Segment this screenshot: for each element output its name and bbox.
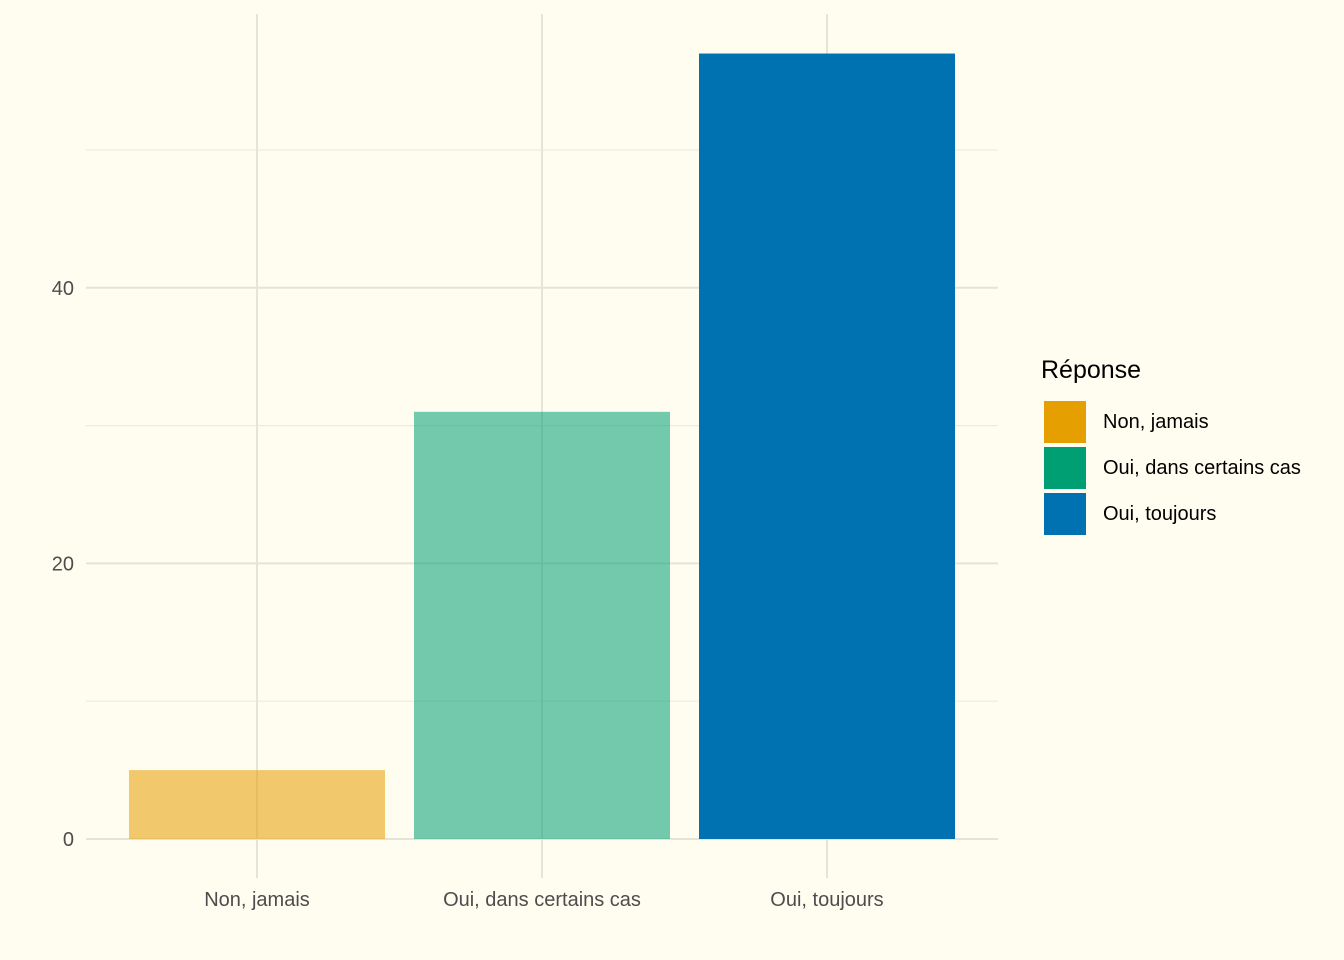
bar-non-jamais xyxy=(129,770,385,839)
legend-label-oui-toujours: Oui, toujours xyxy=(1103,502,1217,525)
legend-label-non-jamais: Non, jamais xyxy=(1103,410,1209,433)
legend-key-non-jamais xyxy=(1044,401,1086,443)
legend: Réponse Non, jamais Oui, dans certains c… xyxy=(1041,352,1331,537)
bars xyxy=(129,53,955,840)
legend-item-non-jamais: Non, jamais xyxy=(1041,399,1331,445)
x-tick-label: Oui, dans certains cas xyxy=(443,889,641,911)
x-tick-label: Oui, toujours xyxy=(770,889,883,911)
y-tick-label: 20 xyxy=(52,553,74,575)
legend-item-oui-dans-certains-cas: Oui, dans certains cas xyxy=(1041,445,1331,491)
x-axis-ticks: Non, jamais Oui, dans certains cas Oui, to… xyxy=(204,889,884,911)
bar-oui-dans-certains-cas xyxy=(414,411,670,839)
legend-item-oui-toujours: Oui, toujours xyxy=(1041,491,1331,537)
y-tick-label: 40 xyxy=(52,278,74,300)
legend-key-oui-dans-certains-cas xyxy=(1044,447,1086,489)
x-tick-label: Non, jamais xyxy=(204,889,310,911)
bar-oui-toujours xyxy=(699,53,955,840)
y-tick-label: 0 xyxy=(63,829,74,851)
legend-label-oui-dans-certains-cas: Oui, dans certains cas xyxy=(1103,456,1301,479)
y-axis-ticks: 0 20 40 xyxy=(52,278,74,851)
legend-title: Réponse xyxy=(1041,356,1142,384)
legend-key-oui-toujours xyxy=(1044,493,1086,535)
